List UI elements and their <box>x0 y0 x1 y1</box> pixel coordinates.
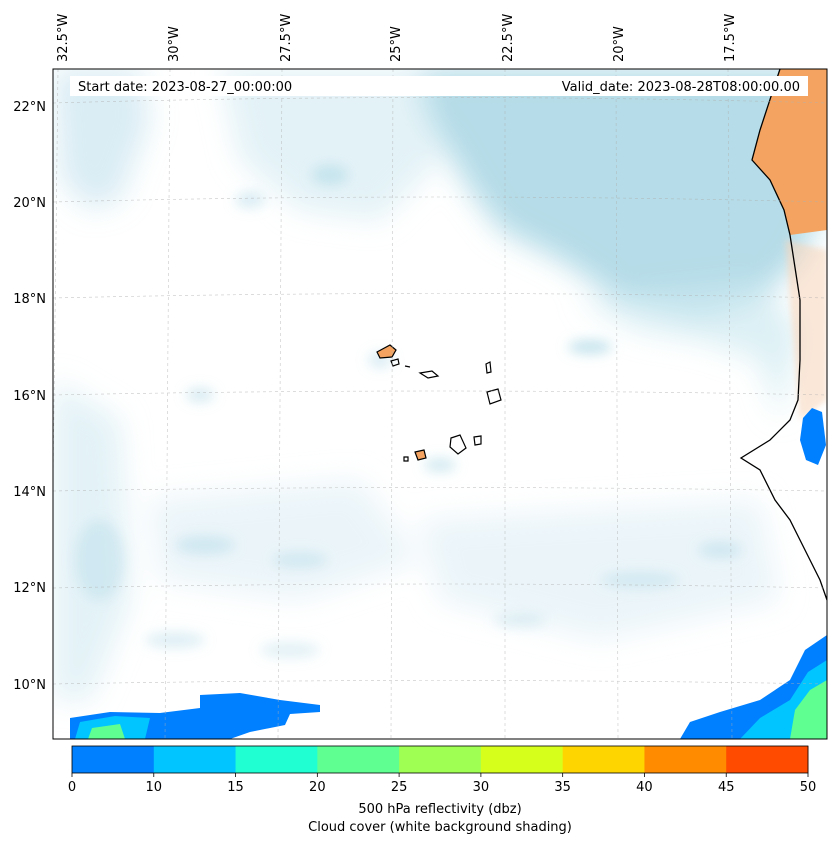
colorbar-tick-label: 30 <box>473 780 490 795</box>
lon-label: 22.5°W <box>501 14 516 62</box>
annotation-box <box>70 76 808 96</box>
lon-label: 25°W <box>389 26 404 62</box>
cape-verde-islands <box>376 344 502 462</box>
colorbar-label-line2: Cloud cover (white background shading) <box>308 820 572 835</box>
lat-label: 12°N <box>13 581 46 596</box>
longitude-labels: 32.5°W 30°W 27.5°W 25°W 22.5°W 20°W 17.5… <box>56 14 738 62</box>
lon-label: 27.5°W <box>279 14 294 62</box>
colorbar-bin <box>153 746 237 773</box>
colorbar-bins <box>72 746 809 773</box>
colorbar: 0 10 15 20 25 30 35 40 45 50 500 hPa reflectivity… <box>68 745 816 835</box>
graticule <box>53 69 827 739</box>
colorbar-tick-label: 20 <box>309 780 326 795</box>
valid-date-label: Valid_date: 2023-08-28T08:00:00.00 <box>562 80 800 95</box>
lat-label: 10°N <box>13 678 46 693</box>
colorbar-bin <box>317 746 400 773</box>
colorbar-tick-label: 15 <box>227 780 244 795</box>
lat-label: 22°N <box>13 100 46 115</box>
colorbar-tick-label: 45 <box>718 780 735 795</box>
colorbar-ticks: 0 10 15 20 25 30 35 40 45 50 <box>68 773 816 795</box>
reflectivity-southwest <box>70 693 320 739</box>
start-date-label: Start date: 2023-08-27_00:00:00 <box>78 80 292 95</box>
lon-label: 32.5°W <box>56 14 71 62</box>
colorbar-tick-label: 35 <box>554 780 571 795</box>
colorbar-bin <box>726 746 809 773</box>
lon-label: 30°W <box>167 26 182 62</box>
colorbar-tick-label: 0 <box>68 780 76 795</box>
colorbar-bin <box>72 746 155 773</box>
colorbar-bin <box>235 746 318 773</box>
colorbar-bin <box>644 746 727 773</box>
lat-label: 18°N <box>13 292 46 307</box>
colorbar-bin <box>562 746 645 773</box>
latitude-labels: 22°N 20°N 18°N 16°N 14°N 12°N 10°N <box>13 100 46 693</box>
reflectivity-southeast <box>680 635 827 739</box>
lat-label: 14°N <box>13 485 46 500</box>
colorbar-bin <box>399 746 482 773</box>
colorbar-label-line1: 500 hPa reflectivity (dbz) <box>358 802 521 817</box>
land-west-africa <box>739 69 827 601</box>
colorbar-tick-label: 25 <box>391 780 408 795</box>
lat-label: 20°N <box>13 196 46 211</box>
reflectivity-coastal <box>800 408 826 465</box>
colorbar-bin <box>480 746 564 773</box>
colorbar-tick-label: 10 <box>146 780 163 795</box>
lat-label: 16°N <box>13 389 46 404</box>
map-frame <box>52 68 828 740</box>
lon-label: 20°W <box>612 26 627 62</box>
colorbar-tick-label: 50 <box>800 780 817 795</box>
lon-label: 17.5°W <box>723 14 738 62</box>
colorbar-tick-label: 40 <box>636 780 653 795</box>
map-panel: Start date: 2023-08-27_00:00:00 Valid_da… <box>53 69 827 739</box>
colorbar-frame <box>71 745 809 774</box>
cloud-cover-shading <box>53 69 827 700</box>
